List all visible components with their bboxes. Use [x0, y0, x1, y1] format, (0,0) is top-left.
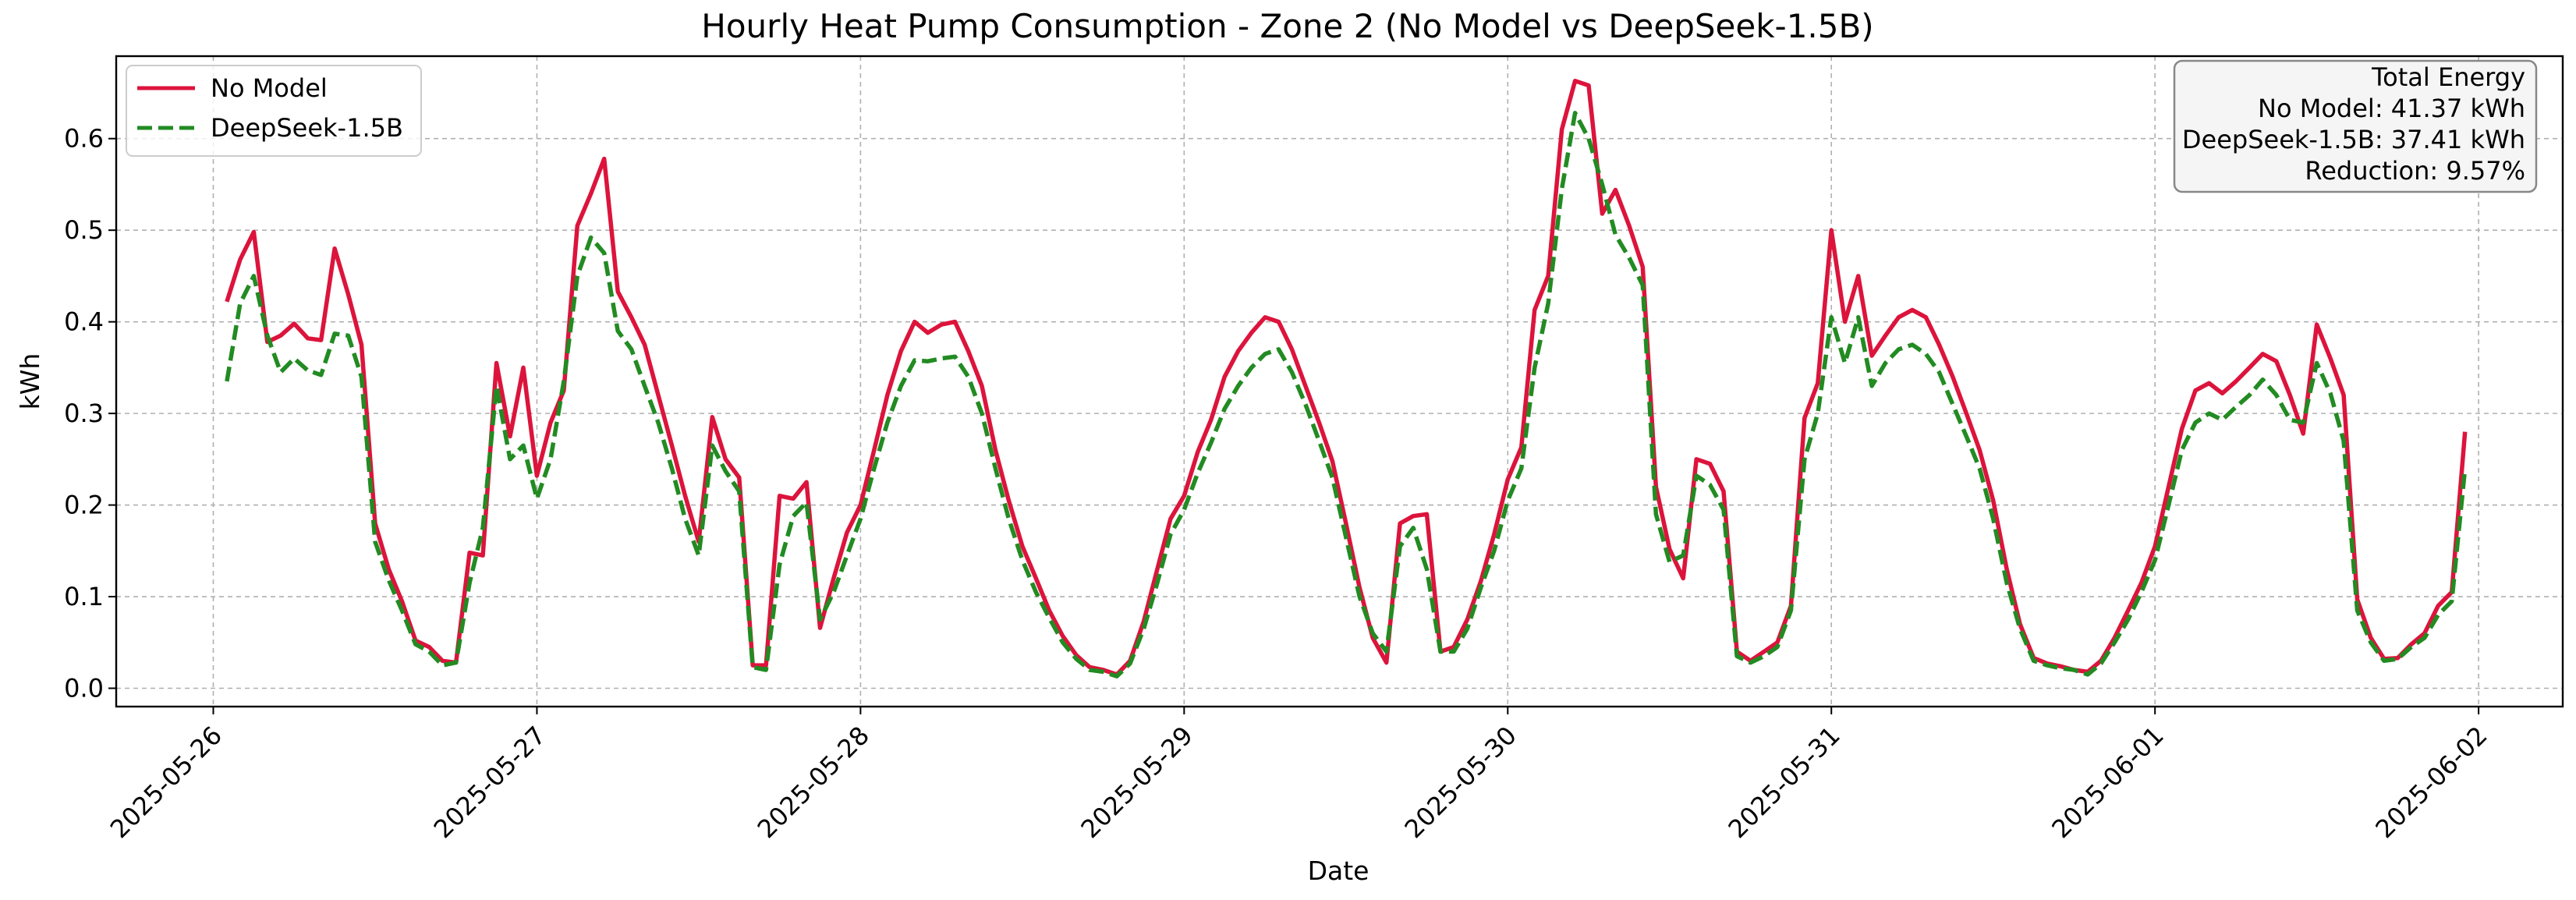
series-layer	[225, 78, 2468, 679]
series-line-deepseek	[225, 111, 2468, 679]
y-tick-label: 0.5	[64, 215, 104, 245]
x-tick-label: 2025-05-27	[428, 721, 551, 844]
chart-title: Hourly Heat Pump Consumption - Zone 2 (N…	[701, 7, 1873, 45]
y-tick-label: 0.0	[64, 674, 104, 703]
legend-label-no-model: No Model	[211, 73, 328, 103]
legend-frame	[126, 65, 422, 157]
annotation-reduction: Reduction: 9.57%	[2305, 156, 2525, 186]
annotation-deepseek-total: DeepSeek-1.5B: 37.41 kWh	[2182, 125, 2525, 154]
annotation-no-model-total: No Model: 41.37 kWh	[2258, 94, 2525, 123]
series-line-no-model	[225, 78, 2468, 677]
y-tick-label: 0.2	[64, 491, 104, 520]
y-tick-label: 0.1	[64, 582, 104, 611]
total-energy-box: Total Energy No Model: 41.37 kWh DeepSee…	[2173, 59, 2538, 193]
x-tick-label: 2025-05-28	[752, 721, 875, 844]
annotation-title: Total Energy	[2371, 62, 2525, 92]
legend: No Model DeepSeek-1.5B	[126, 65, 422, 157]
x-tick-label: 2025-05-30	[1399, 721, 1522, 844]
annotation-frame	[2173, 59, 2538, 193]
y-tick-label: 0.6	[64, 124, 104, 154]
plot-frame	[115, 55, 2564, 708]
x-tick-label: 2025-06-01	[2046, 721, 2169, 844]
y-axis-label: kWh	[15, 353, 45, 410]
grid	[116, 56, 2563, 707]
y-tick-label: 0.4	[64, 307, 104, 337]
y-tick-label: 0.3	[64, 399, 104, 428]
x-tick-label: 2025-05-31	[1722, 721, 1845, 844]
x-tick-label: 2025-05-26	[105, 721, 228, 844]
axes: 2025-05-26 2025-05-27 2025-05-28 2025-05-29…	[64, 124, 2493, 844]
x-tick-label: 2025-05-29	[1075, 721, 1199, 844]
x-axis-label: Date	[1308, 856, 1369, 886]
legend-label-deepseek: DeepSeek-1.5B	[211, 113, 403, 143]
x-tick-label: 2025-06-02	[2369, 721, 2493, 844]
